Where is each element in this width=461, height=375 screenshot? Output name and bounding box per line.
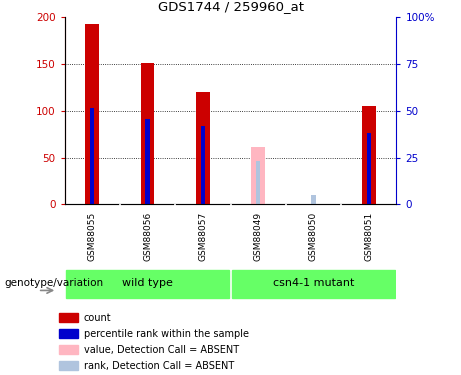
Bar: [362, 106, 376, 204]
Bar: [59, 329, 77, 338]
Bar: [59, 361, 77, 370]
Bar: [201, 126, 205, 204]
Bar: [90, 108, 95, 204]
Bar: [59, 313, 77, 322]
Bar: [145, 119, 150, 204]
Bar: [231, 270, 396, 298]
Bar: [141, 63, 154, 204]
Bar: [251, 147, 265, 204]
Text: genotype/variation: genotype/variation: [5, 278, 104, 288]
Bar: [59, 345, 77, 354]
Bar: [366, 133, 371, 204]
Text: value, Detection Call = ABSENT: value, Detection Call = ABSENT: [84, 345, 239, 355]
Text: GSM88051: GSM88051: [364, 212, 373, 261]
Bar: [256, 161, 260, 204]
Text: GSM88057: GSM88057: [198, 212, 207, 261]
Text: GSM88055: GSM88055: [88, 212, 97, 261]
Text: GSM88049: GSM88049: [254, 212, 263, 261]
Bar: [311, 195, 316, 204]
Bar: [85, 24, 99, 204]
Text: GSM88050: GSM88050: [309, 212, 318, 261]
Title: GDS1744 / 259960_at: GDS1744 / 259960_at: [158, 0, 303, 13]
Text: count: count: [84, 313, 112, 323]
Bar: [196, 92, 210, 204]
Bar: [65, 270, 230, 298]
Text: GSM88056: GSM88056: [143, 212, 152, 261]
Text: rank, Detection Call = ABSENT: rank, Detection Call = ABSENT: [84, 361, 234, 370]
Text: wild type: wild type: [122, 278, 173, 288]
Text: percentile rank within the sample: percentile rank within the sample: [84, 329, 249, 339]
Text: csn4-1 mutant: csn4-1 mutant: [273, 278, 354, 288]
